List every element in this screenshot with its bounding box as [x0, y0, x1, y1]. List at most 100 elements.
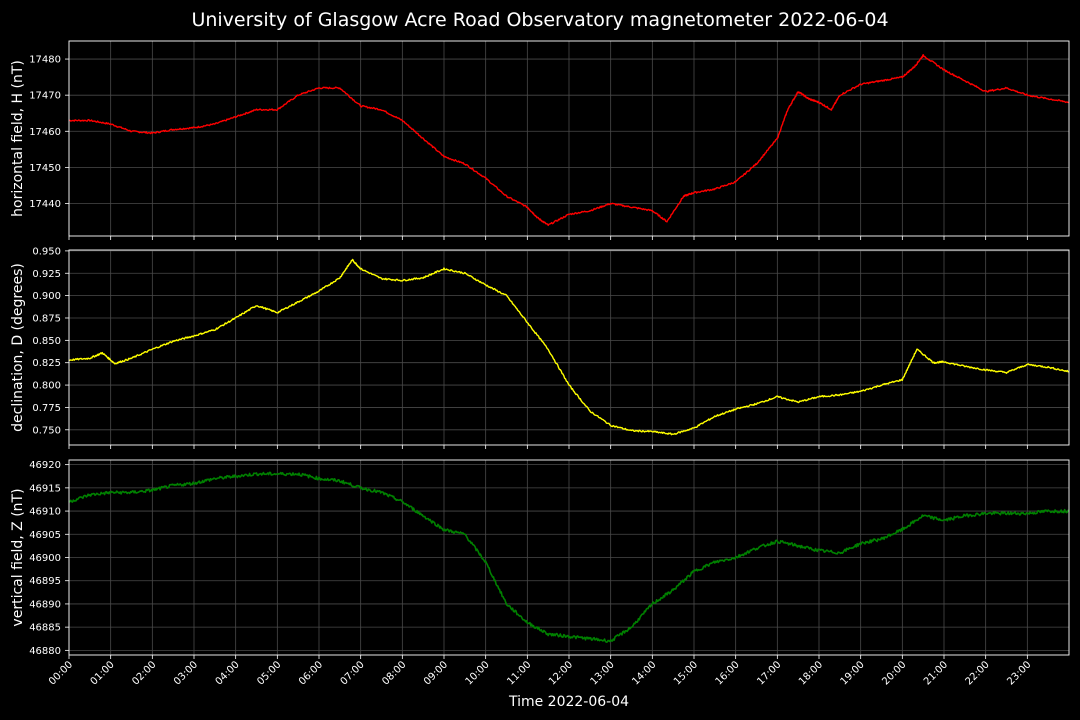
data-point — [943, 520, 944, 521]
data-point — [464, 163, 465, 164]
data-point — [256, 305, 257, 306]
y-tick-label: 0.950 — [32, 246, 61, 257]
data-point — [902, 379, 903, 380]
data-point — [527, 322, 528, 323]
data-point — [1048, 510, 1049, 511]
data-point — [985, 513, 986, 514]
data-point — [173, 341, 174, 342]
data-point — [318, 291, 319, 292]
data-point — [173, 129, 174, 130]
x-tick-label: 15:00 — [672, 659, 700, 687]
x-tick-label: 18:00 — [797, 659, 825, 687]
data-point — [735, 181, 736, 182]
data-point — [985, 91, 986, 92]
data-point — [839, 95, 840, 96]
x-tick-label: 08:00 — [380, 659, 408, 687]
data-point — [537, 217, 538, 218]
data-point — [756, 548, 757, 549]
data-point — [756, 403, 757, 404]
data-point — [1027, 364, 1028, 365]
x-tick-label: 11:00 — [505, 659, 533, 687]
data-point — [89, 358, 90, 359]
x-tick-label: 03:00 — [172, 659, 200, 687]
data-point — [923, 55, 924, 56]
data-point — [402, 280, 403, 281]
data-point — [568, 214, 569, 215]
y-tick-label: 0.900 — [32, 291, 61, 302]
data-point — [102, 352, 103, 353]
data-point — [610, 425, 611, 426]
x-tick-label: 22:00 — [964, 659, 992, 687]
data-point — [423, 138, 424, 139]
x-tick-label: 00:00 — [47, 659, 75, 687]
y-tick-label: 0.875 — [32, 313, 61, 324]
data-point — [693, 192, 694, 193]
data-point — [693, 571, 694, 572]
series-line-3 — [68, 471, 1070, 643]
y-tick-label: 46890 — [29, 599, 61, 610]
data-point — [318, 87, 319, 88]
data-point — [527, 207, 528, 208]
data-point — [735, 409, 736, 410]
data-point — [152, 349, 153, 350]
data-point — [1006, 87, 1007, 88]
data-point — [173, 485, 174, 486]
x-tick-label: 13:00 — [589, 659, 617, 687]
data-point — [360, 105, 361, 106]
data-point — [860, 543, 861, 544]
data-point — [839, 552, 840, 553]
data-point — [631, 430, 632, 431]
data-point — [923, 515, 924, 516]
y-tick-label: 46880 — [29, 646, 61, 657]
x-tick-label: 19:00 — [839, 659, 867, 687]
data-point — [673, 589, 674, 590]
data-point — [360, 268, 361, 269]
panel-2: 0.750 0.775 0.800 0.825 0.850 0.875 0.900 0.925… — [10, 246, 1070, 449]
data-point — [443, 268, 444, 269]
data-point — [339, 277, 340, 278]
data-point — [631, 627, 632, 628]
data-point — [1027, 95, 1028, 96]
y-tick-label: 17480 — [29, 55, 61, 66]
data-point — [110, 123, 111, 124]
data-point — [902, 529, 903, 530]
data-point — [1027, 513, 1028, 514]
series-line-2 — [68, 258, 1070, 436]
data-point — [1048, 367, 1049, 368]
data-point — [860, 84, 861, 85]
y-tick-label: 46900 — [29, 553, 61, 564]
data-point — [589, 638, 590, 639]
data-point — [818, 102, 819, 103]
data-point — [714, 416, 715, 417]
data-point — [256, 473, 257, 474]
x-tick-label: 21:00 — [922, 659, 950, 687]
x-tick-label: 06:00 — [297, 659, 325, 687]
data-point — [506, 603, 507, 604]
data-point — [777, 541, 778, 542]
data-point — [881, 538, 882, 539]
x-tick-label: 17:00 — [755, 659, 783, 687]
data-point — [818, 396, 819, 397]
chart-title: University of Glasgow Acre Road Observat… — [191, 9, 889, 31]
data-point — [881, 80, 882, 81]
data-point — [89, 494, 90, 495]
data-point — [152, 132, 153, 133]
data-point — [568, 384, 569, 385]
data-point — [214, 329, 215, 330]
data-point — [735, 557, 736, 558]
data-point — [298, 301, 299, 302]
y-tick-label: 0.850 — [32, 336, 61, 347]
y-tick-label: 0.750 — [32, 425, 61, 436]
data-point — [339, 480, 340, 481]
data-point — [277, 109, 278, 110]
data-point — [114, 363, 115, 364]
data-point — [235, 476, 236, 477]
data-point — [787, 109, 788, 110]
data-point — [589, 410, 590, 411]
y-tick-label: 0.800 — [32, 381, 61, 392]
data-point — [485, 562, 486, 563]
data-point — [933, 362, 934, 363]
data-point — [798, 545, 799, 546]
